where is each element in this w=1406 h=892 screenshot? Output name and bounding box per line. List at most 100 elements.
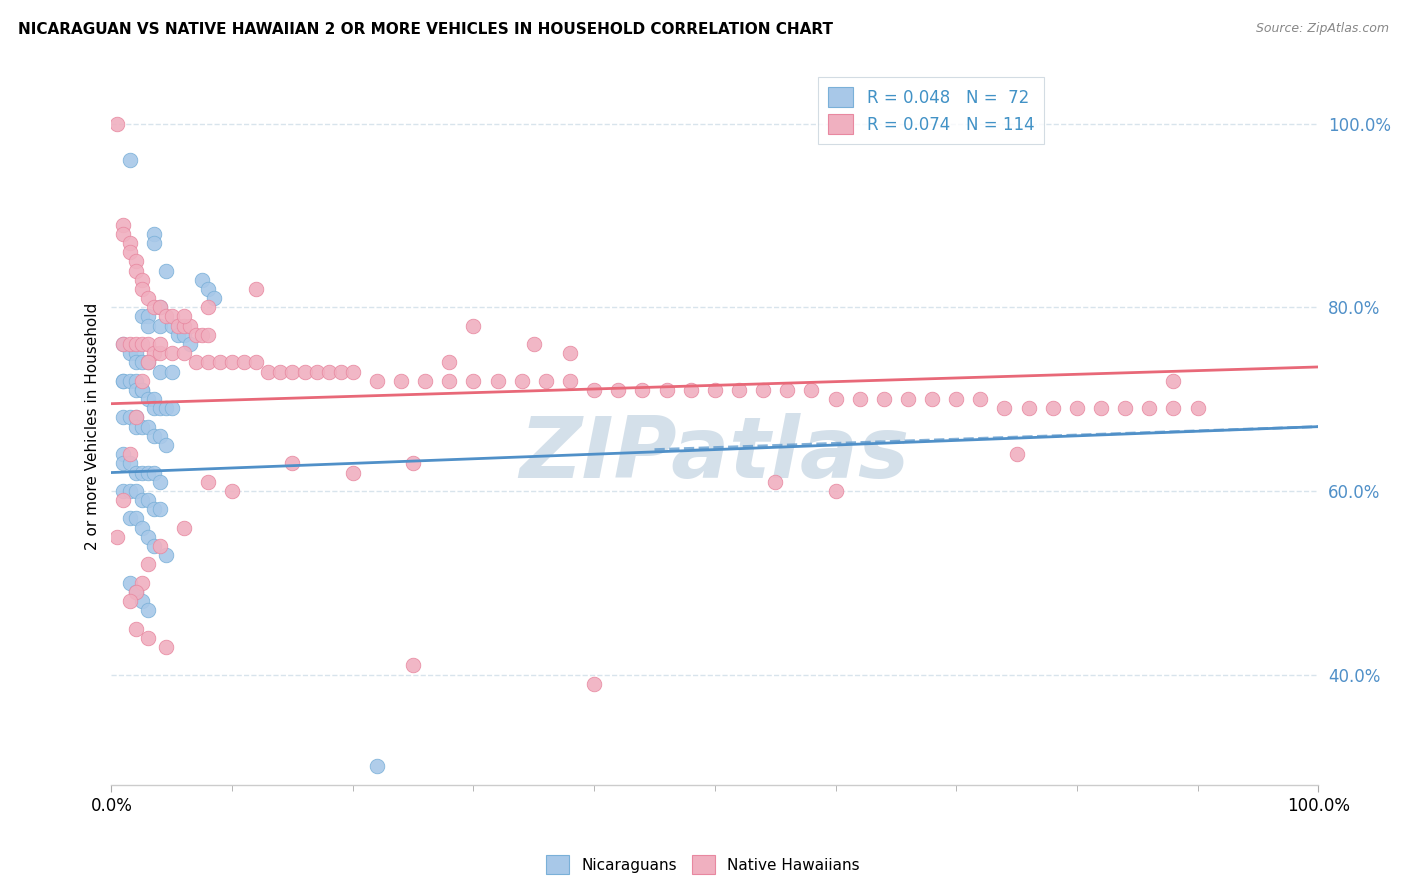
- Point: [389, 374, 412, 388]
- Point: [776, 383, 799, 397]
- Point: [124, 337, 146, 351]
- Point: [118, 346, 141, 360]
- Point: [173, 346, 195, 360]
- Point: [136, 355, 159, 369]
- Point: [131, 383, 153, 397]
- Point: [131, 282, 153, 296]
- Point: [155, 438, 177, 452]
- Point: [191, 327, 214, 342]
- Point: [136, 318, 159, 333]
- Point: [142, 300, 165, 314]
- Point: [366, 374, 388, 388]
- Text: Source: ZipAtlas.com: Source: ZipAtlas.com: [1256, 22, 1389, 36]
- Point: [142, 346, 165, 360]
- Point: [112, 227, 135, 241]
- Point: [124, 622, 146, 636]
- Point: [160, 346, 183, 360]
- Point: [173, 318, 195, 333]
- Point: [257, 365, 280, 379]
- Point: [131, 466, 153, 480]
- Point: [124, 254, 146, 268]
- Point: [118, 456, 141, 470]
- Point: [233, 355, 256, 369]
- Point: [118, 511, 141, 525]
- Point: [136, 337, 159, 351]
- Point: [166, 318, 188, 333]
- Point: [136, 355, 159, 369]
- Point: [800, 383, 823, 397]
- Point: [155, 640, 177, 654]
- Point: [136, 631, 159, 645]
- Text: NICARAGUAN VS NATIVE HAWAIIAN 2 OR MORE VEHICLES IN HOUSEHOLD CORRELATION CHART: NICARAGUAN VS NATIVE HAWAIIAN 2 OR MORE …: [18, 22, 834, 37]
- Point: [149, 539, 172, 553]
- Point: [142, 401, 165, 416]
- Point: [124, 585, 146, 599]
- Point: [510, 374, 533, 388]
- Point: [848, 392, 870, 406]
- Point: [463, 318, 485, 333]
- Point: [1066, 401, 1088, 416]
- Point: [124, 585, 146, 599]
- Point: [142, 539, 165, 553]
- Point: [197, 300, 219, 314]
- Point: [112, 410, 135, 425]
- Point: [112, 456, 135, 470]
- Point: [184, 355, 207, 369]
- Point: [197, 475, 219, 489]
- Point: [112, 337, 135, 351]
- Point: [166, 327, 188, 342]
- Point: [149, 429, 172, 443]
- Point: [728, 383, 751, 397]
- Point: [155, 548, 177, 562]
- Point: [149, 401, 172, 416]
- Point: [160, 310, 183, 324]
- Point: [118, 235, 141, 250]
- Point: [112, 218, 135, 232]
- Point: [413, 374, 436, 388]
- Point: [124, 410, 146, 425]
- Point: [824, 392, 846, 406]
- Point: [149, 300, 172, 314]
- Text: ZIPatlas: ZIPatlas: [520, 413, 910, 496]
- Point: [281, 456, 304, 470]
- Point: [124, 410, 146, 425]
- Point: [607, 383, 630, 397]
- Point: [703, 383, 725, 397]
- Point: [179, 318, 201, 333]
- Point: [1114, 401, 1136, 416]
- Point: [191, 273, 214, 287]
- Point: [131, 273, 153, 287]
- Point: [342, 466, 364, 480]
- Point: [534, 374, 557, 388]
- Point: [1163, 374, 1185, 388]
- Point: [131, 594, 153, 608]
- Point: [124, 374, 146, 388]
- Point: [149, 318, 172, 333]
- Point: [118, 245, 141, 260]
- Point: [655, 383, 678, 397]
- Point: [118, 337, 141, 351]
- Point: [131, 493, 153, 508]
- Point: [112, 374, 135, 388]
- Point: [136, 310, 159, 324]
- Point: [107, 530, 129, 544]
- Legend: R = 0.048   N =  72, R = 0.074   N = 114: R = 0.048 N = 72, R = 0.074 N = 114: [818, 77, 1045, 145]
- Point: [558, 346, 581, 360]
- Point: [155, 401, 177, 416]
- Point: [184, 327, 207, 342]
- Point: [342, 365, 364, 379]
- Point: [155, 263, 177, 277]
- Legend: Nicaraguans, Native Hawaiians: Nicaraguans, Native Hawaiians: [540, 849, 866, 880]
- Point: [160, 401, 183, 416]
- Point: [142, 227, 165, 241]
- Point: [131, 575, 153, 590]
- Point: [142, 466, 165, 480]
- Point: [993, 401, 1015, 416]
- Point: [402, 456, 425, 470]
- Point: [118, 374, 141, 388]
- Point: [679, 383, 702, 397]
- Point: [124, 263, 146, 277]
- Point: [463, 374, 485, 388]
- Point: [142, 502, 165, 516]
- Point: [124, 355, 146, 369]
